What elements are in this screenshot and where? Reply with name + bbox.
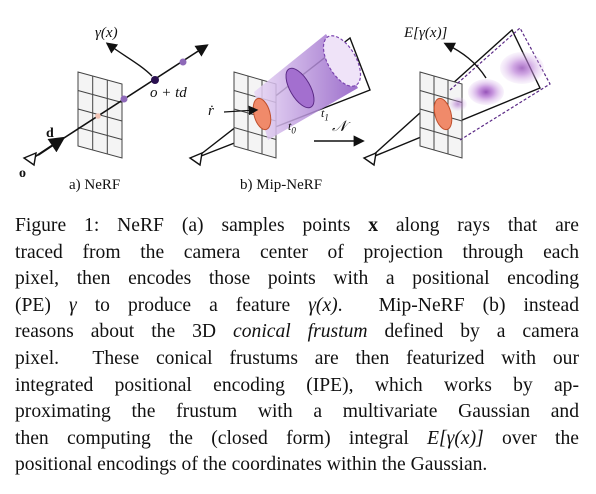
nerf-camera-icon bbox=[22, 151, 37, 167]
nerf-panel bbox=[22, 42, 209, 167]
caption-text: pixel, then encodes those points with a … bbox=[15, 268, 579, 290]
nerf-gamma-label: γ(x) bbox=[95, 25, 118, 41]
mipnerf-rdot-label: ṙ bbox=[208, 103, 214, 119]
caption-text: to produce a feature bbox=[76, 294, 309, 316]
caption-line: (PE) γ to produce a feature γ(x). Mip-Ne… bbox=[15, 293, 579, 320]
nerf-origin-label: o bbox=[19, 166, 26, 181]
caption-text: (PE) bbox=[15, 294, 69, 316]
nerf-panel-label: a) NeRF bbox=[69, 177, 121, 193]
mipnerf-panel bbox=[188, 34, 371, 167]
caption-text: pixel. These conical frustums are then f… bbox=[15, 347, 579, 369]
mipnerf-t1-label: t1 bbox=[321, 106, 329, 123]
nerf-direction-label: d bbox=[46, 126, 54, 141]
mipnerf-n-label: 𝒩 bbox=[332, 119, 347, 135]
caption-text: integrated positional encoding (IPE), wh… bbox=[15, 374, 579, 396]
caption-line: then computing the (closed form) integra… bbox=[15, 426, 579, 453]
nerf-point-label: o + td bbox=[150, 85, 187, 101]
caption-line: reasons about the 3D conical frustum def… bbox=[15, 319, 579, 346]
caption-text: reasons about the 3D bbox=[15, 321, 234, 343]
caption-text: γ bbox=[68, 294, 77, 316]
caption-text: defined by a camera bbox=[367, 321, 580, 343]
figure-1: γ(x) o + td d o a) NeRF ṙ t0 t1 𝒩 b) Mip… bbox=[0, 0, 596, 200]
gaussian-panel bbox=[362, 27, 551, 167]
caption-text: E[γ(x)] bbox=[427, 427, 484, 449]
gaussian-encoding-arrow bbox=[443, 42, 487, 79]
caption-text: conical frustum bbox=[233, 321, 368, 343]
figure-illustration bbox=[22, 27, 551, 167]
caption-line: Figure 1: NeRF (a) samples points x alon… bbox=[15, 213, 579, 240]
caption-line: proximating the frustum with a multivari… bbox=[15, 399, 579, 426]
nerf-sample-point bbox=[151, 76, 159, 84]
mipnerf-frustum-start bbox=[285, 67, 315, 109]
caption-line: positional encodings of the coordinates … bbox=[15, 452, 579, 479]
caption-text: traced from the camera center of project… bbox=[15, 241, 579, 263]
nerf-direction-arrow bbox=[37, 136, 66, 156]
figure-caption: Figure 1: NeRF (a) samples points x alon… bbox=[15, 213, 579, 479]
expectation-label: E[γ(x)] bbox=[404, 25, 448, 41]
gaussian-pixel-footprint bbox=[433, 97, 453, 131]
caption-line: pixel. These conical frustums are then f… bbox=[15, 346, 579, 373]
gaussian-blob bbox=[449, 97, 467, 111]
caption-text: γ(x) bbox=[308, 294, 338, 316]
caption-text: positional encodings of the coordinates … bbox=[15, 454, 488, 476]
caption-text: Figure 1: NeRF (a) samples points bbox=[15, 215, 369, 236]
nerf-sample-point bbox=[179, 58, 187, 66]
nerf-sample-point bbox=[95, 113, 101, 119]
gaussian-camera-icon bbox=[362, 151, 377, 167]
caption-line: integrated positional encoding (IPE), wh… bbox=[15, 373, 579, 400]
mipnerf-camera-icon bbox=[188, 151, 203, 167]
caption-text: x bbox=[368, 215, 379, 236]
nerf-encoding-arrow bbox=[105, 42, 153, 77]
nerf-sample-point bbox=[120, 95, 128, 103]
caption-text: then computing the (closed form) integra… bbox=[15, 427, 428, 449]
caption-text: proximating the frustum with a multivari… bbox=[15, 401, 579, 423]
mipnerf-t0-label: t0 bbox=[288, 119, 296, 136]
mipnerf-frustum-end bbox=[322, 35, 362, 87]
mipnerf-panel-label: b) Mip-NeRF bbox=[240, 177, 323, 193]
gaussian-blob bbox=[468, 79, 504, 105]
caption-text: . Mip-NeRF (b) instead bbox=[337, 294, 579, 316]
gaussian-blob bbox=[500, 52, 544, 84]
caption-text: along rays that are bbox=[378, 215, 579, 236]
caption-line: pixel, then encodes those points with a … bbox=[15, 266, 579, 293]
mipnerf-radius-arrow bbox=[223, 105, 259, 116]
caption-line: traced from the camera center of project… bbox=[15, 240, 579, 267]
caption-text: over the bbox=[483, 427, 579, 449]
